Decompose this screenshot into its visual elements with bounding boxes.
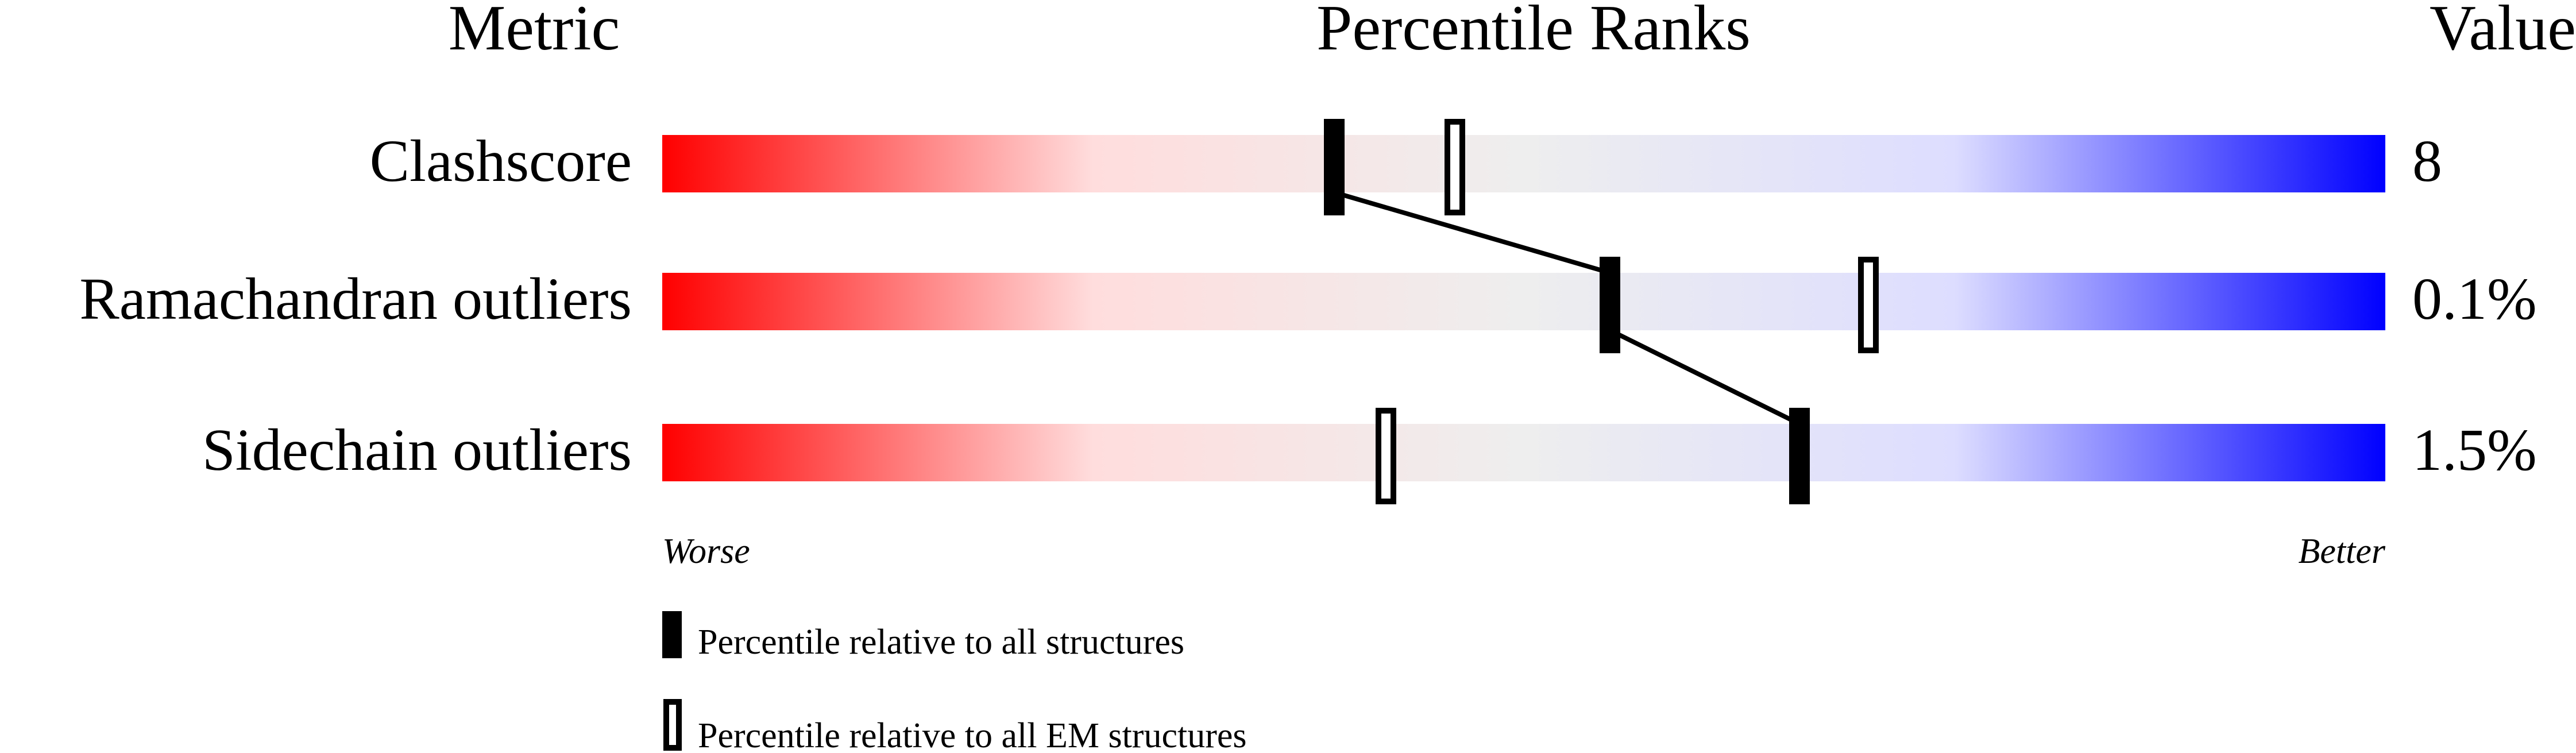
axis-label-worse: Worse <box>662 532 750 571</box>
metric-label: Ramachandran outliers <box>79 266 632 332</box>
metric-value: 1.5% <box>2412 417 2537 483</box>
metric-value: 8 <box>2412 128 2442 194</box>
metric-label: Clashscore <box>370 128 632 194</box>
header-metric: Metric <box>449 0 620 64</box>
marker-em-structures <box>1858 257 1879 353</box>
legend: Percentile relative to all structures Pe… <box>662 611 1247 753</box>
marker-all-structures <box>1600 257 1620 353</box>
connector-line <box>1609 328 1801 426</box>
marker-all-structures <box>1324 119 1345 215</box>
metric-value: 0.1% <box>2412 266 2537 332</box>
marker-em-structures <box>1376 408 1396 504</box>
marker-em-structures <box>1445 119 1465 215</box>
metric-label: Sidechain outliers <box>202 417 632 483</box>
legend-label-em: Percentile relative to all EM structures <box>698 716 1247 753</box>
marker-all-structures <box>1789 408 1810 504</box>
header-value: Value <box>2430 0 2576 64</box>
legend-marker-filled <box>662 611 682 658</box>
legend-marker-open <box>663 699 682 751</box>
legend-label-all: Percentile relative to all structures <box>698 623 1184 662</box>
chart-title: Percentile Ranks <box>1316 0 1751 64</box>
percentile-bar <box>662 135 2385 192</box>
percentile-bar <box>662 273 2385 330</box>
percentile-bar <box>662 424 2385 481</box>
connector-line <box>1333 190 1611 275</box>
axis-label-better: Better <box>2299 532 2386 571</box>
